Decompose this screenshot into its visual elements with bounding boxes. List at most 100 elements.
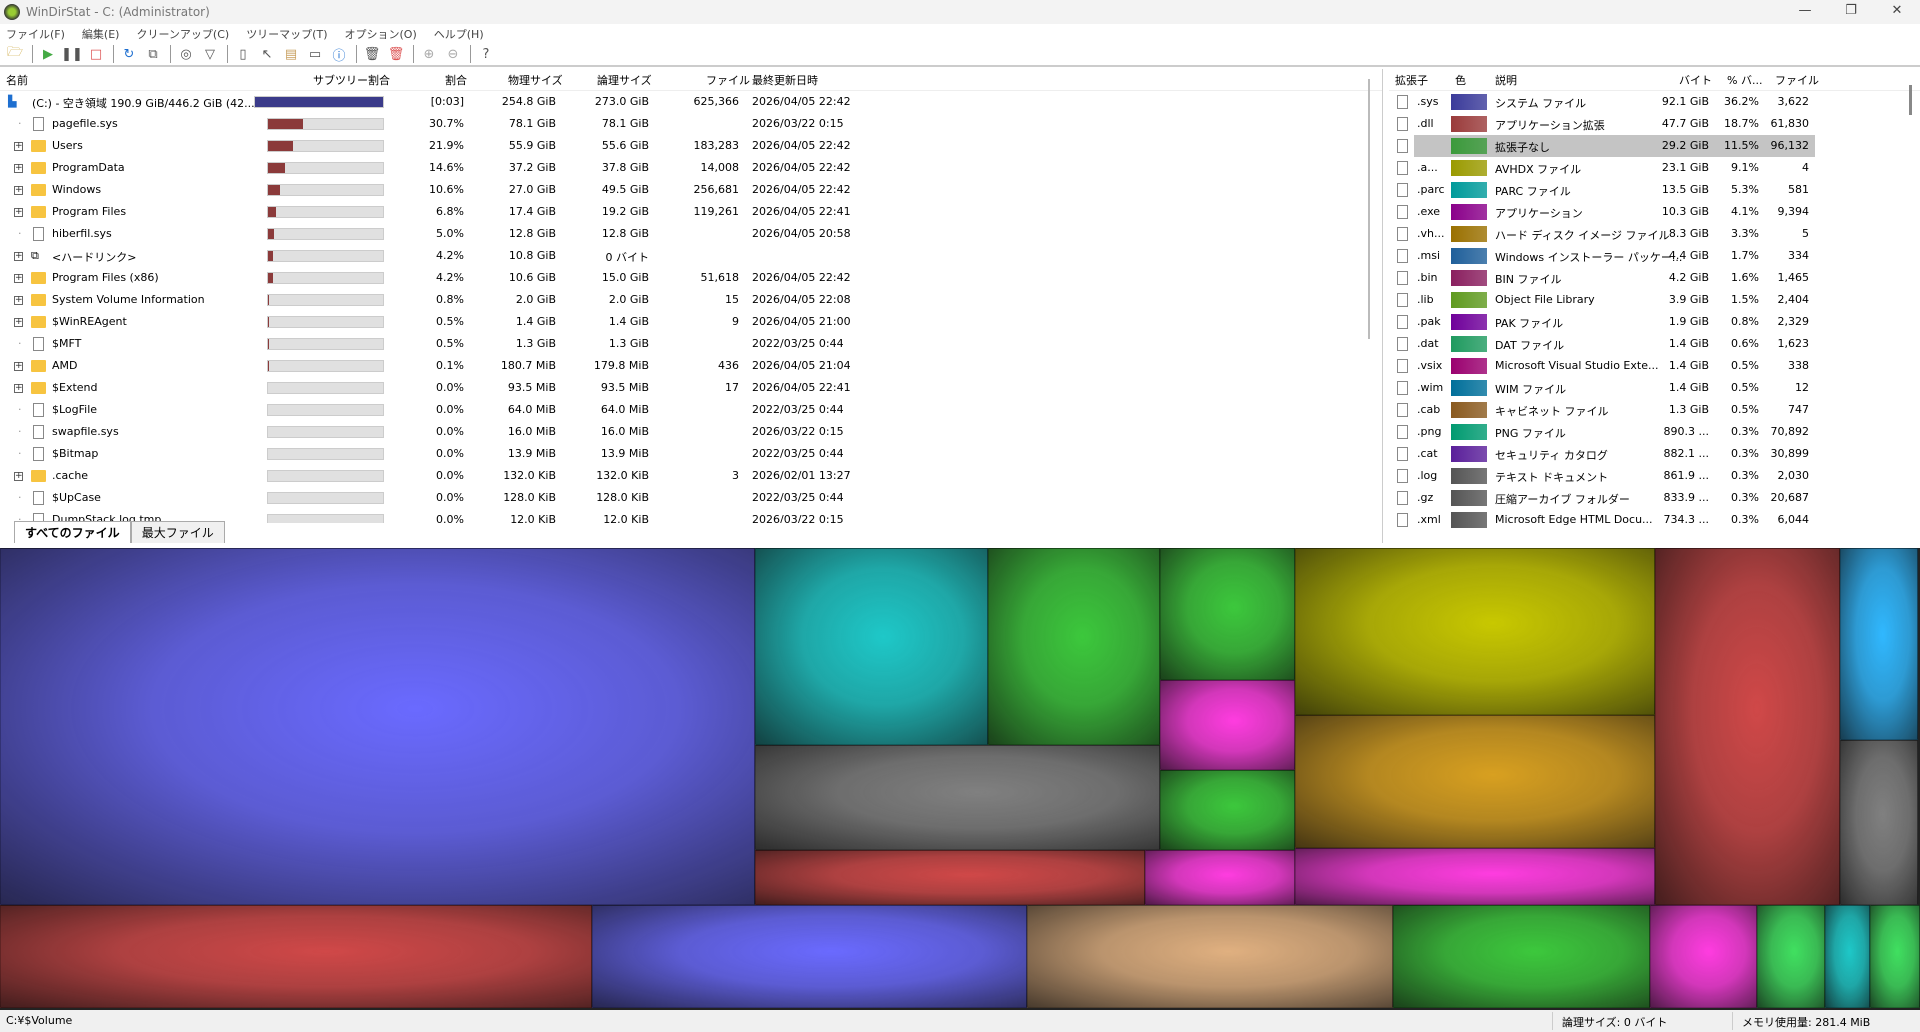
copy-path-icon[interactable]: ▤ <box>284 46 298 62</box>
tree-row-root[interactable]: ▙ (C:) - 空き領域 190.9 GiB/446.2 GiB (42...… <box>0 91 1382 113</box>
expand-icon[interactable]: + <box>14 207 23 217</box>
close-button[interactable]: ✕ <box>1891 3 1903 18</box>
menu-edit[interactable]: 編集(E) <box>81 27 120 41</box>
col-ext[interactable]: 拡張子 <box>1395 73 1428 87</box>
expand-icon[interactable]: + <box>14 185 23 195</box>
treemap-cell[interactable] <box>1295 548 1655 715</box>
treemap-cell[interactable] <box>1870 905 1920 1008</box>
treemap-cell[interactable] <box>0 548 755 905</box>
treemap-cell[interactable] <box>755 548 988 745</box>
treemap-cell[interactable] <box>1027 905 1393 1008</box>
col-modified[interactable]: 最終更新日時 <box>752 73 818 87</box>
command-prompt-icon[interactable]: ▭ <box>308 46 322 62</box>
tree-row[interactable]: + ⧉ <ハードリンク> 4.2% 10.8 GiB 0 バイト <box>0 245 1382 267</box>
treemap-cell[interactable] <box>1295 715 1655 848</box>
expand-icon[interactable]: + <box>14 383 23 393</box>
delete-icon[interactable]: 🗑 <box>387 46 405 62</box>
col-physical[interactable]: 物理サイズ <box>508 73 563 87</box>
extension-row[interactable]: .cat セキュリティ カタログ 882.1 ... 0.3% 30,899 <box>1389 443 1920 465</box>
expand-icon[interactable]: + <box>14 361 23 371</box>
expand-icon[interactable]: + <box>14 251 23 261</box>
expand-icon[interactable]: + <box>14 163 23 173</box>
expand-icon[interactable]: + <box>14 141 23 151</box>
extension-row[interactable]: .png PNG ファイル 890.3 ... 0.3% 70,892 <box>1389 421 1920 443</box>
treemap-cell[interactable] <box>755 850 1145 905</box>
treemap-cell[interactable] <box>1145 850 1295 905</box>
tree-row[interactable]: + System Volume Information 0.8% 2.0 GiB 2.0… <box>0 289 1382 311</box>
menu-options[interactable]: オプション(O) <box>344 27 417 41</box>
treemap-cell[interactable] <box>988 548 1160 745</box>
tree-row[interactable]: + $Extend 0.0% 93.5 MiB 93.5 MiB 17 2026/04/05… <box>0 377 1382 399</box>
tree-scrollbar[interactable] <box>1368 79 1370 339</box>
expand-icon[interactable]: + <box>14 273 23 283</box>
pause-icon[interactable]: ❚❚ <box>61 46 83 62</box>
treemap-cell[interactable] <box>592 905 1027 1008</box>
treemap-cell[interactable] <box>1650 905 1757 1008</box>
extension-row[interactable]: .xml Microsoft Edge HTML Docu... 734.3 ...… <box>1389 509 1920 531</box>
col-color[interactable]: 色 <box>1455 73 1466 87</box>
treemap-cell[interactable] <box>1825 905 1870 1008</box>
col-percent[interactable]: 割合 <box>445 73 467 87</box>
treemap-cell[interactable] <box>1840 740 1918 905</box>
treemap-cell[interactable] <box>755 745 1160 850</box>
col-pct[interactable]: % バ... <box>1727 73 1763 87</box>
maximize-button[interactable]: ❐ <box>1845 3 1857 18</box>
tree-row[interactable]: · $MFT 0.5% 1.3 GiB 1.3 GiB 2022/03/25 0:44 <box>0 333 1382 355</box>
tree-row[interactable]: · pagefile.sys 30.7% 78.1 GiB 78.1 GiB 2026/0… <box>0 113 1382 135</box>
properties-icon[interactable]: ⓘ <box>332 48 346 64</box>
zoom-in-icon[interactable]: ⊕ <box>423 46 435 62</box>
stop-icon[interactable]: □ <box>89 46 103 62</box>
extension-row[interactable]: .pak PAK ファイル 1.9 GiB 0.8% 2,329 <box>1389 311 1920 333</box>
extension-row[interactable]: .lib Object File Library 3.9 GiB 1.5% 2,404 <box>1389 289 1920 311</box>
open-folder-icon[interactable]: 🗁 <box>6 45 24 60</box>
tree-row[interactable]: · $LogFile 0.0% 64.0 MiB 64.0 MiB 2022/03/25 … <box>0 399 1382 421</box>
tree-row[interactable]: · $Bitmap 0.0% 13.9 MiB 13.9 MiB 2022/03/25 0… <box>0 443 1382 465</box>
treemap-cell[interactable] <box>0 905 592 1008</box>
zoom-out-icon[interactable]: ⊖ <box>447 46 459 62</box>
extension-row[interactable]: .bin BIN ファイル 4.2 GiB 1.6% 1,465 <box>1389 267 1920 289</box>
treemap-cell[interactable] <box>1393 905 1650 1008</box>
col-logical[interactable]: 論理サイズ <box>597 73 652 87</box>
play-icon[interactable]: ▶ <box>43 46 53 62</box>
extension-row[interactable]: .cab キャビネット ファイル 1.3 GiB 0.5% 747 <box>1389 399 1920 421</box>
tree-row[interactable]: + Users 21.9% 55.9 GiB 55.6 GiB 183,283 2026/0… <box>0 135 1382 157</box>
tree-row[interactable]: + ProgramData 14.6% 37.2 GiB 37.8 GiB 14,008 2… <box>0 157 1382 179</box>
treemap-cell[interactable] <box>1160 770 1295 850</box>
tree-row[interactable]: · $UpCase 0.0% 128.0 KiB 128.0 KiB 2022/03/25… <box>0 487 1382 509</box>
extension-row[interactable]: .dll アプリケーション拡張 47.7 GiB 18.7% 61,830 <box>1389 113 1920 135</box>
menu-file[interactable]: ファイル(F) <box>6 27 65 41</box>
extension-row[interactable]: .log テキスト ドキュメント 861.9 ... 0.3% 2,030 <box>1389 465 1920 487</box>
col-bytes[interactable]: バイト <box>1679 73 1712 87</box>
tree-row[interactable]: + .cache 0.0% 132.0 KiB 132.0 KiB 3 2026/02/01… <box>0 465 1382 487</box>
tree-row[interactable]: · hiberfil.sys 5.0% 12.8 GiB 12.8 GiB 2026/04… <box>0 223 1382 245</box>
expand-icon[interactable]: + <box>14 471 23 481</box>
tab-largest-files[interactable]: 最大ファイル <box>130 521 225 543</box>
extension-row[interactable]: .vsix Microsoft Visual Studio Exte... 1.4 … <box>1389 355 1920 377</box>
extension-row[interactable]: .msi Windows インストーラー パッケー... 4.4 GiB 1.7% 33… <box>1389 245 1920 267</box>
tree-row[interactable]: + Windows 10.6% 27.0 GiB 49.5 GiB 256,681 2026… <box>0 179 1382 201</box>
treemap-cell[interactable] <box>1840 548 1918 740</box>
col-name[interactable]: 名前 <box>6 73 28 87</box>
treemap-cell[interactable] <box>1160 680 1295 770</box>
extension-row[interactable]: 拡張子なし 29.2 GiB 11.5% 96,132 <box>1389 135 1920 157</box>
tree-row[interactable]: + Program Files (x86) 4.2% 10.6 GiB 15.0 GiB… <box>0 267 1382 289</box>
tree-row[interactable]: + AMD 0.1% 180.7 MiB 179.8 MiB 436 2026/04/05 … <box>0 355 1382 377</box>
directory-tree[interactable]: 名前 サブツリー割合 割合 物理サイズ 論理サイズ ファイル 最終更新日時 ▙ … <box>0 69 1383 543</box>
tree-row[interactable]: + $WinREAgent 0.5% 1.4 GiB 1.4 GiB 9 2026/04/0… <box>0 311 1382 333</box>
refresh-icon[interactable]: ↻ <box>123 46 135 62</box>
tree-row[interactable]: + Program Files 6.8% 17.4 GiB 19.2 GiB 119,26… <box>0 201 1382 223</box>
tree-row[interactable]: · swapfile.sys 0.0% 16.0 MiB 16.0 MiB 2026/03… <box>0 421 1382 443</box>
extension-row[interactable]: .gz 圧縮アーカイブ フォルダー 833.9 ... 0.3% 20,687 <box>1389 487 1920 509</box>
menu-treemap[interactable]: ツリーマップ(T) <box>246 27 328 41</box>
treemap-cell[interactable] <box>1295 848 1655 905</box>
extension-scrollbar[interactable] <box>1909 85 1912 115</box>
extension-row[interactable]: .wim WIM ファイル 1.4 GiB 0.5% 12 <box>1389 377 1920 399</box>
tab-all-files[interactable]: すべてのファイル <box>14 521 131 543</box>
extension-row[interactable]: .exe アプリケーション 10.3 GiB 4.1% 9,394 <box>1389 201 1920 223</box>
minimize-button[interactable]: — <box>1798 3 1812 18</box>
col-files[interactable]: ファイル <box>706 73 750 87</box>
open-item-icon[interactable]: ▯ <box>239 46 247 62</box>
menu-help[interactable]: ヘルプ(H) <box>433 27 484 41</box>
treemap-cell[interactable] <box>1655 548 1840 905</box>
treemap-cell[interactable] <box>1160 548 1295 680</box>
